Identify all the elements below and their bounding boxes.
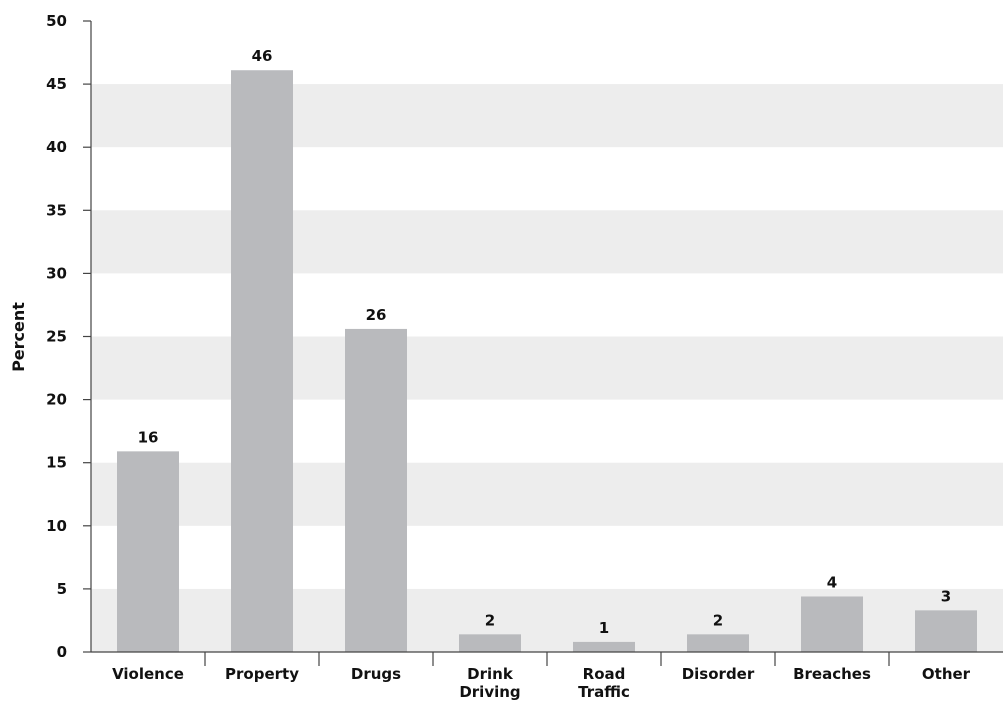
- data-label: 1: [599, 619, 609, 637]
- grid-band: [91, 210, 1003, 274]
- y-tick-label: 30: [46, 264, 67, 282]
- bar: [459, 634, 521, 652]
- grid-band: [91, 336, 1003, 400]
- x-tick-label: Violence: [112, 665, 184, 683]
- grid-band: [91, 462, 1003, 526]
- grid-band: [91, 588, 1003, 652]
- data-label: 4: [827, 573, 837, 591]
- data-label: 2: [485, 611, 495, 629]
- y-tick-label: 25: [46, 328, 67, 346]
- bar: [231, 70, 293, 652]
- bar: [345, 328, 407, 652]
- x-tick-label: Road Traffic: [578, 665, 630, 701]
- x-tick-label: Property: [225, 665, 299, 683]
- data-label: 3: [941, 587, 951, 605]
- x-tick-label: Other: [922, 665, 971, 683]
- y-tick-labels: 0 5 10 15 20 25 30 35 40 45 50: [46, 12, 67, 661]
- x-tick-label: Disorder: [682, 665, 755, 683]
- x-tick-label: Drink Driving: [459, 665, 520, 701]
- y-tick-label: 0: [57, 643, 67, 661]
- bar: [801, 596, 863, 652]
- bar: [687, 634, 749, 652]
- y-tick-label: 45: [46, 75, 67, 93]
- y-tick-label: 15: [46, 454, 67, 472]
- data-labels: 16 46 26 2 1 2 4 3: [138, 47, 952, 637]
- bars: [117, 70, 977, 652]
- x-tick-label: Drugs: [351, 665, 401, 683]
- data-label: 16: [138, 428, 159, 446]
- grid-bands: [91, 84, 1003, 652]
- y-tick-label: 35: [46, 201, 67, 219]
- data-label: 2: [713, 611, 723, 629]
- bar: [573, 641, 635, 652]
- data-label: 46: [252, 47, 273, 65]
- axes: [83, 20, 1003, 666]
- bar: [117, 451, 179, 652]
- y-tick-label: 40: [46, 138, 67, 156]
- y-axis-title: Percent: [9, 302, 28, 372]
- x-tick-label: Breaches: [793, 665, 871, 683]
- data-label: 26: [366, 306, 387, 324]
- bar: [915, 610, 977, 652]
- y-tick-label: 50: [46, 12, 67, 30]
- grid-band: [91, 84, 1003, 148]
- x-tick-labels: Violence Property Drugs Drink Driving Road Tra…: [112, 665, 971, 701]
- y-tick-label: 10: [46, 517, 67, 535]
- y-tick-label: 5: [57, 580, 67, 598]
- y-tick-label: 20: [46, 391, 67, 409]
